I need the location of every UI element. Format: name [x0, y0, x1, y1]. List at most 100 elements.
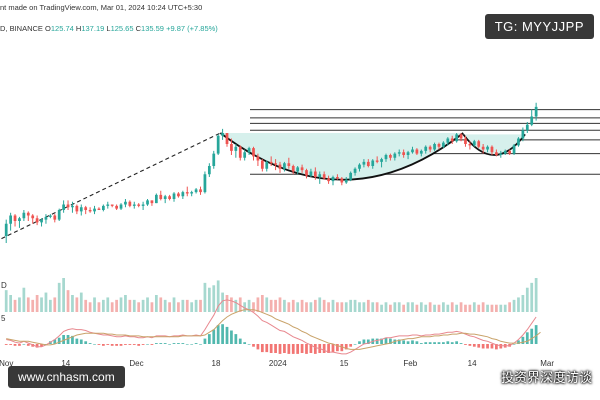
candle: [79, 204, 83, 216]
candle: [269, 156, 273, 166]
website-badge[interactable]: www.cnhasm.com: [8, 366, 125, 388]
candle: [221, 128, 224, 140]
open-value: 125.74: [50, 24, 74, 33]
candle: [446, 137, 450, 146]
macd-histogram-bar: [521, 336, 525, 344]
macd-histogram-bar: [300, 344, 304, 353]
candle: [490, 145, 494, 155]
candle: [26, 211, 30, 221]
candle: [181, 190, 185, 199]
volume-bar: [428, 302, 432, 312]
macd-histogram-bar: [283, 344, 286, 353]
volume-bar: [97, 302, 101, 312]
x-tick-label: 2024: [269, 359, 287, 368]
volume-bar: [62, 278, 65, 312]
volume-bar: [521, 295, 525, 312]
volume-bar: [274, 299, 277, 312]
volume-bar: [243, 302, 247, 312]
candle: [419, 149, 423, 157]
candle: [57, 208, 61, 221]
x-tick-label: 14: [61, 359, 70, 368]
candle: [349, 171, 353, 182]
volume-bar: [44, 292, 48, 312]
candle: [168, 194, 171, 201]
macd-histogram: [4, 324, 538, 354]
macd-histogram-bar: [415, 341, 419, 344]
candle: [437, 142, 441, 150]
macd-histogram-bar: [9, 344, 12, 345]
macd-histogram-bar: [446, 341, 450, 344]
macd-histogram-bar: [375, 338, 379, 344]
macd-histogram-bar: [353, 344, 357, 345]
candle: [380, 157, 383, 168]
volume-bar: [358, 302, 361, 312]
macd-histogram-bar: [119, 344, 123, 346]
macd-histogram-bar: [62, 335, 65, 344]
candle: [119, 203, 123, 210]
volume-bar: [331, 299, 335, 312]
volume-bar: [159, 297, 163, 312]
high-label: H: [75, 24, 82, 33]
x-tick-label: Dec: [129, 359, 143, 368]
macd-pane-label: 5: [1, 314, 6, 323]
macd-histogram-bar: [225, 326, 229, 344]
macd-histogram-bar: [4, 344, 8, 345]
candle: [366, 159, 370, 168]
open-label: O: [45, 24, 51, 33]
candle: [216, 134, 220, 155]
macd-histogram-bar: [194, 343, 198, 344]
macd-histogram-bar: [278, 344, 282, 354]
candle: [97, 207, 101, 210]
volume-bar: [13, 299, 17, 312]
candle: [9, 212, 12, 231]
macd-histogram-bar: [238, 338, 242, 344]
macd-histogram-bar: [358, 341, 361, 344]
macd-histogram-bar: [305, 344, 308, 354]
candle: [234, 144, 238, 158]
telegram-badge: TG: MYYJJPP: [484, 14, 594, 39]
volume-bar: [79, 292, 83, 312]
candle: [424, 145, 428, 154]
macd-histogram-bar: [274, 344, 277, 353]
volume-bar: [203, 282, 207, 312]
volume-bar: [128, 299, 132, 312]
macd-histogram-bar: [472, 344, 476, 347]
volume-bar: [322, 299, 326, 312]
candle: [468, 141, 472, 150]
volume-bar: [106, 297, 110, 312]
candle: [495, 149, 498, 157]
volume-bar: [207, 287, 211, 312]
macd-histogram-bar: [163, 343, 167, 344]
candle: [287, 157, 291, 169]
change-value: +9.87 (+7.85%): [166, 24, 218, 33]
candle: [428, 145, 432, 153]
macd-histogram-bar: [159, 343, 163, 344]
volume-bar: [477, 304, 481, 312]
candle: [207, 163, 211, 177]
volume-bar: [534, 278, 538, 312]
candle: [212, 150, 216, 169]
volume-bar: [366, 299, 370, 312]
macd-histogram-bar: [402, 340, 406, 344]
macd-histogram-bar: [331, 344, 335, 353]
volume-bar: [313, 299, 317, 312]
volume-bar: [57, 282, 61, 312]
volume-bar: [419, 302, 423, 312]
macd-histogram-bar: [525, 332, 529, 344]
candle: [397, 149, 401, 157]
candle: [402, 149, 406, 158]
volume-bar: [4, 290, 8, 312]
candle: [35, 215, 39, 226]
candle: [13, 214, 17, 227]
volume-bar: [137, 302, 141, 312]
macd-histogram-bar: [79, 339, 83, 344]
volume-bar: [512, 299, 516, 312]
macd-histogram-bar: [397, 339, 401, 344]
candle: [296, 166, 300, 175]
candle: [442, 141, 445, 149]
macd-histogram-bar: [97, 344, 101, 345]
candle: [48, 214, 52, 219]
volume-bar: [305, 302, 308, 312]
